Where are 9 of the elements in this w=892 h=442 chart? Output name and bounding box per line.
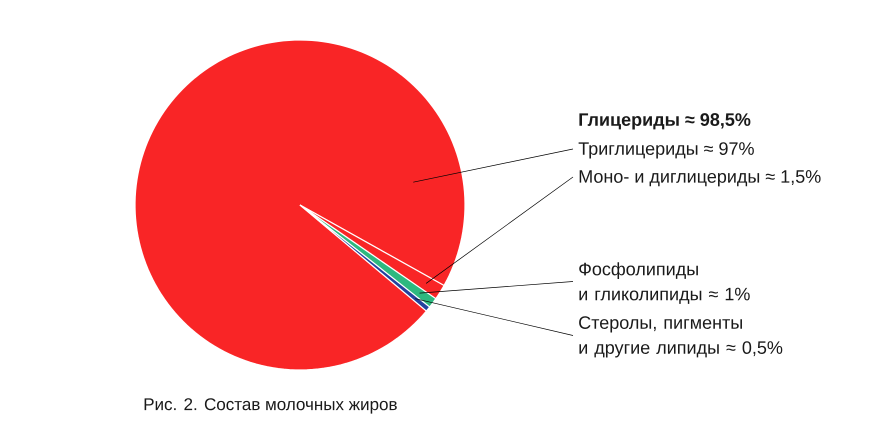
text: Рис. 2. Состав молочных жиров — [144, 398, 397, 414]
text: Глицериды ≈ 98,5% — [579, 113, 750, 130]
data-label: ≈ 1,5% — [766, 170, 821, 185]
data-label: ≈ 1% — [708, 288, 750, 300]
slice-label: Фосфолипиды и гликолипиды — [579, 262, 702, 304]
slice-label: Моно- и диглицериды — [580, 170, 760, 186]
data-label: ≈ 97% — [704, 142, 754, 155]
data-label: ≈ 0,5% — [726, 341, 782, 356]
slice-label: Триглицериды — [578, 142, 698, 158]
